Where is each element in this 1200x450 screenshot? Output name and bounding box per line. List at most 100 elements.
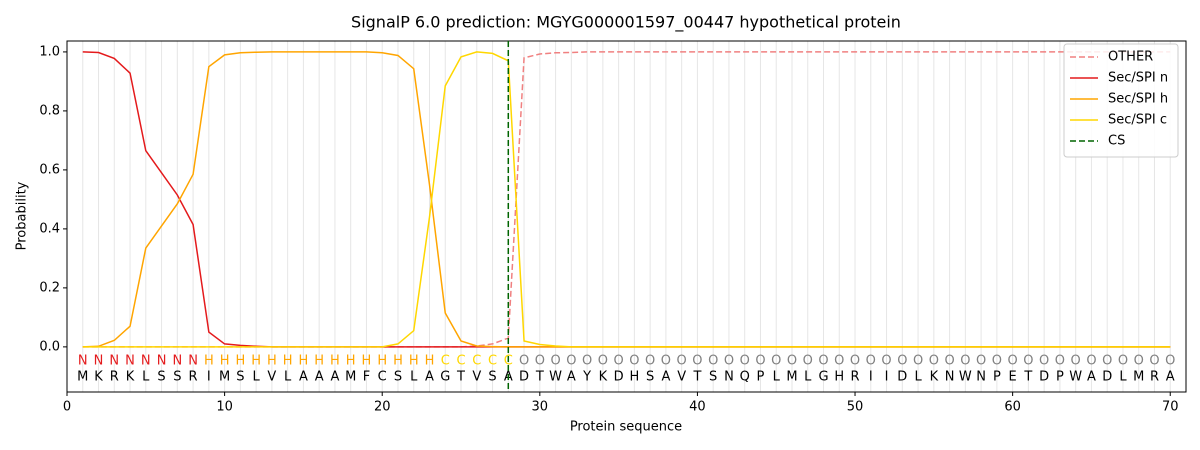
region-label: H [283,353,293,368]
region-label: O [1039,353,1049,368]
series-line [82,51,1171,348]
region-label: H [220,353,230,368]
y-tick-label: 0.8 [39,103,60,118]
residue-label: L [253,369,261,384]
region-label: O [598,353,608,368]
residue-label: A [1087,369,1096,384]
x-tick-label: 10 [216,400,233,415]
x-tick-label: 30 [532,400,549,415]
chart-title: SignalP 6.0 prediction: MGYG000001597_00… [351,13,901,33]
residue-label: S [157,369,165,384]
legend-label: CS [1108,134,1125,149]
residue-label: H [629,369,639,384]
residue-label: Q [740,369,750,384]
residue-label: S [709,369,717,384]
region-label: O [1165,353,1175,368]
region-label: O [929,353,939,368]
residue-label: V [677,369,686,384]
y-tick-label: 1.0 [39,44,60,59]
residue-label: T [456,369,465,384]
region-label: O [1008,353,1018,368]
residue-label: W [1069,369,1082,384]
residue-label: M [786,369,797,384]
residue-label: S [173,369,181,384]
legend-label: Sec/SPI c [1108,113,1167,128]
region-label: N [109,353,119,368]
region-label: O [944,353,954,368]
residue-label: V [267,369,276,384]
region-label: O [1134,353,1144,368]
residue-label: G [818,369,828,384]
legend-label: Sec/SPI h [1108,92,1168,107]
region-label: O [1086,353,1096,368]
residue-label: M [1133,369,1144,384]
region-label: H [409,353,419,368]
region-label: H [346,353,356,368]
residue-label: K [94,369,103,384]
region-label: N [125,353,135,368]
residue-label: R [189,369,198,384]
residue-label: A [315,369,324,384]
residue-label: S [236,369,244,384]
region-label: O [803,353,813,368]
series-line [82,51,1171,348]
region-label: O [787,353,797,368]
region-label: C [456,353,465,368]
region-label: C [441,353,450,368]
region-label: N [78,353,88,368]
region-label: H [251,353,261,368]
region-label: H [314,353,324,368]
x-tick-label: 0 [63,400,71,415]
region-label: O [992,353,1002,368]
region-label: O [1023,353,1033,368]
residue-label: G [440,369,450,384]
residue-label: M [219,369,230,384]
y-tick-label: 0.0 [39,339,60,354]
region-label: H [330,353,340,368]
residue-label: S [394,369,402,384]
residue-label: E [1009,369,1017,384]
region-label: O [818,353,828,368]
region-label: O [629,353,639,368]
region-label: O [834,353,844,368]
region-label: C [472,353,481,368]
x-tick-label: 20 [374,400,391,415]
residue-label: P [1056,369,1064,384]
residue-label: I [869,369,873,384]
residue-label: L [410,369,418,384]
residue-label: M [345,369,356,384]
region-label: H [425,353,435,368]
region-label: O [582,353,592,368]
region-label: C [488,353,497,368]
residue-label: S [488,369,496,384]
residue-label: T [1023,369,1032,384]
region-label: H [204,353,214,368]
y-axis-label: Probability [15,181,30,250]
region-label: O [897,353,907,368]
series-line [82,51,1171,348]
legend-box [1063,43,1179,158]
region-label: H [235,353,245,368]
y-tick-label: 0.4 [39,221,60,236]
region-label: H [362,353,372,368]
residue-label: A [425,369,434,384]
region-label: O [850,353,860,368]
residue-label: D [614,369,624,384]
residue-label: D [897,369,907,384]
region-label: O [614,353,624,368]
region-label: N [94,353,104,368]
region-label: O [724,353,734,368]
region-label: O [566,353,576,368]
region-label: O [708,353,718,368]
region-label: O [976,353,986,368]
residue-label: P [757,369,765,384]
y-tick-label: 0.2 [39,280,60,295]
region-label: O [692,353,702,368]
region-label: N [172,353,182,368]
region-label: H [393,353,403,368]
region-label: O [1071,353,1081,368]
residue-label: M [77,369,88,384]
region-label: H [377,353,387,368]
region-label: O [550,353,560,368]
residue-label: T [692,369,701,384]
